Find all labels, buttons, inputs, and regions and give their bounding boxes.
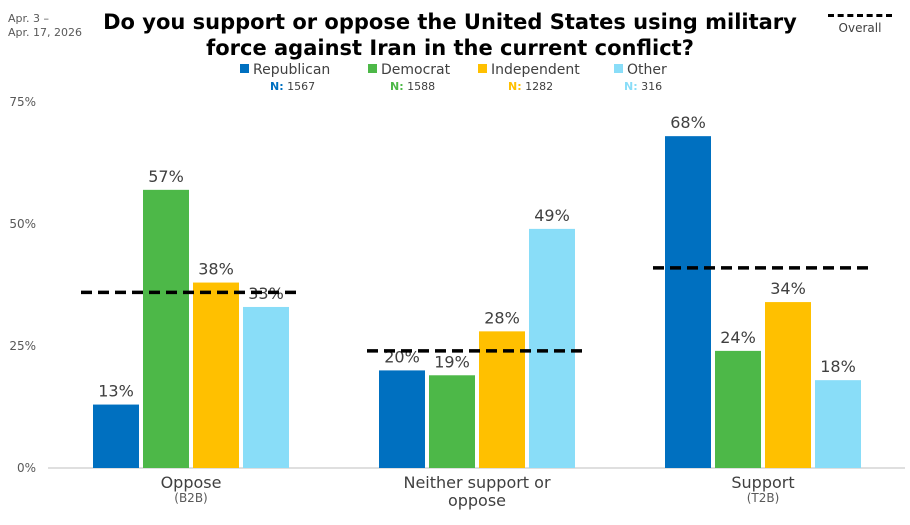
y-tick-label: 75% [9,95,36,109]
legend-n-value-other: 316 [641,80,663,93]
bar-independent-3 [765,302,811,468]
legend-label-democrat: Democrat [381,62,451,78]
bar-independent-2 [479,331,525,468]
bar-other-2 [529,228,575,468]
category-label: oppose [448,491,506,510]
bar-independent-1 [193,282,239,468]
category-label: Support [731,473,794,492]
legend-label-other: Other [627,62,667,78]
data-label: 18% [820,357,856,376]
category-sublabel: (B2B) [174,491,207,505]
bar-republican-3 [665,136,711,468]
category-label: Oppose [161,473,222,492]
legend-n-label-democrat: N: [390,80,404,93]
chart-title-line-1: Do you support or oppose the United Stat… [103,10,797,34]
legend-item-other: Other [614,62,667,78]
legend-n-republican: N: 1567 [270,80,315,93]
data-label: 49% [534,206,570,225]
legend-n-label-republican: N: [270,80,284,93]
legend-swatch-other [614,64,623,73]
legend-swatch-democrat [368,64,377,73]
category-label: Neither support or [403,473,550,492]
legend-item-independent: Independent [478,62,580,78]
date-line-2: Apr. 17, 2026 [8,26,82,39]
legend-n-label-other: N: [624,80,638,93]
chart-title: Do you support or oppose the United Stat… [100,9,800,61]
legend-item-republican: Republican [240,62,330,78]
legend-n-independent: N: 1282 [508,80,553,93]
bar-other-1 [243,306,289,468]
bar-republican-2 [379,370,425,468]
data-label: 24% [720,328,756,347]
data-label: 68% [670,113,706,132]
overall-legend: Overall [820,10,900,35]
data-label: 38% [198,260,234,279]
legend-label-republican: Republican [253,62,331,78]
legend-n-value-independent: 1282 [525,80,554,93]
bar-other-3 [815,380,861,468]
bar-democrat-1 [143,189,189,468]
legend-n-other: N: 316 [624,80,662,93]
y-tick-label: 50% [9,217,36,231]
overall-legend-line [828,14,892,17]
legend-n-value-republican: 1567 [287,80,316,93]
data-label: 19% [434,352,470,371]
data-label: 28% [484,308,520,327]
data-label: 57% [148,167,184,186]
y-tick-label: 25% [9,339,36,353]
legend-n-value-democrat: 1588 [407,80,436,93]
date-range: Apr. 3 – Apr. 17, 2026 [8,12,82,40]
date-line-1: Apr. 3 – [8,12,50,25]
data-label: 13% [98,382,134,401]
legend-n-democrat: N: 1588 [390,80,435,93]
legend-n-label-independent: N: [508,80,522,93]
legend-swatch-independent [478,64,487,73]
chart-title-line-2: force against Iran in the current confli… [206,36,694,60]
legend-swatch-republican [240,64,249,73]
data-label: 34% [770,279,806,298]
data-label: 33% [248,284,284,303]
y-tick-label: 0% [17,461,36,475]
bar-democrat-2 [429,375,475,468]
bar-democrat-3 [715,350,761,468]
category-sublabel: (T2B) [747,491,780,505]
overall-legend-label: Overall [838,21,882,35]
bar-republican-1 [93,404,139,468]
legend-item-democrat: Democrat [368,62,450,78]
legend-label-independent: Independent [491,62,580,78]
